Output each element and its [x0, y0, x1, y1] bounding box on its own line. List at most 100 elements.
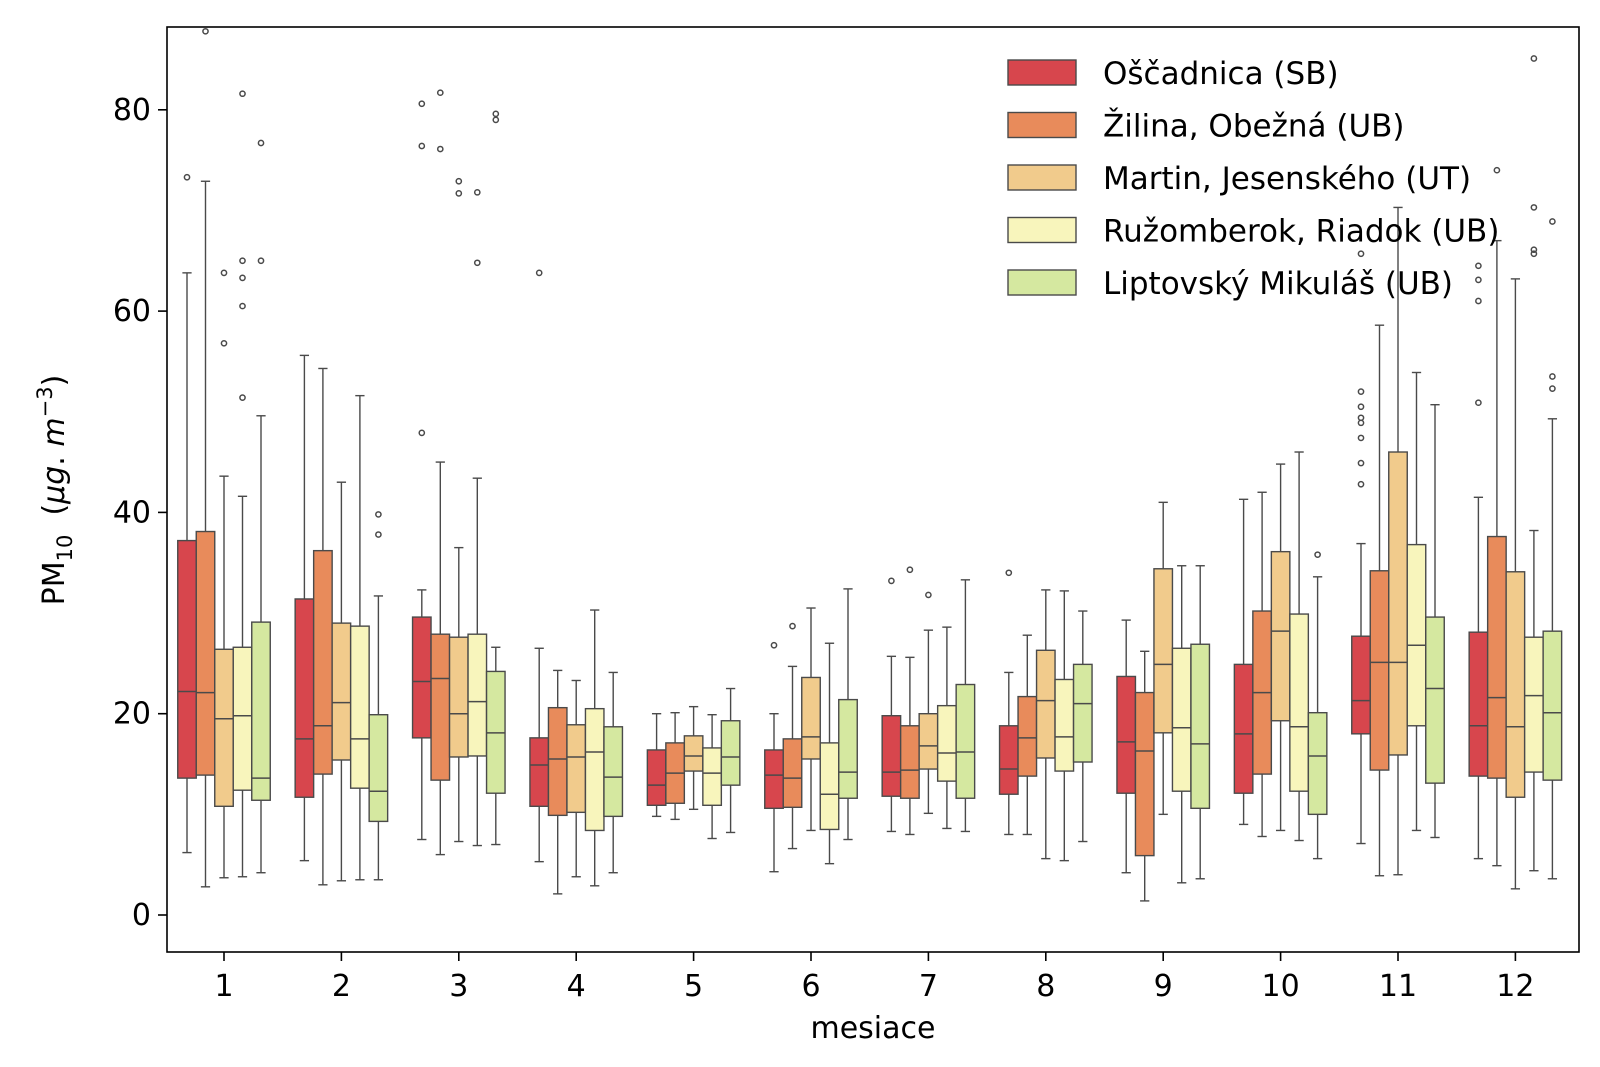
series-4-box-month-2 — [349, 394, 370, 881]
legend-label: Ružomberok, Riadok (UB) — [1103, 214, 1499, 250]
outlier-point — [239, 302, 246, 310]
outlier-point — [455, 189, 463, 197]
series-2-box-month-7 — [899, 566, 920, 836]
outlier-point — [1005, 569, 1013, 577]
outlier-point — [906, 566, 914, 574]
outlier-point — [239, 257, 246, 265]
outlier-point — [1530, 246, 1538, 254]
outlier-point — [492, 116, 500, 124]
outlier-point — [1493, 166, 1501, 174]
series-2-box-month-9 — [1134, 650, 1155, 902]
outlier-point — [455, 177, 463, 185]
series-5-box-month-11 — [1425, 404, 1445, 839]
iqr-box — [1035, 649, 1056, 759]
series-5-box-month-12 — [1542, 218, 1563, 880]
iqr-box — [1486, 535, 1507, 779]
series-1-box-month-4 — [529, 269, 550, 863]
iqr-box — [214, 648, 234, 807]
iqr-box — [430, 633, 451, 781]
iqr-box — [368, 714, 389, 823]
outlier-point — [1549, 373, 1556, 380]
outlier-point — [1549, 218, 1556, 225]
legend-label: Martin, Jesenského (UT) — [1103, 161, 1471, 197]
outlier-point — [1549, 385, 1556, 392]
iqr-box — [1406, 543, 1427, 727]
series-2-box-month-12 — [1486, 166, 1507, 867]
series-1-box-month-11 — [1351, 250, 1371, 845]
series-3-box-month-4 — [566, 679, 587, 878]
x-tick-label-7: 7 — [919, 969, 938, 1004]
outlier-point — [1314, 551, 1321, 559]
iqr-box — [1017, 695, 1038, 777]
outlier-point — [257, 257, 265, 265]
iqr-box — [1171, 647, 1192, 792]
series-2-box-month-4 — [547, 669, 568, 895]
iqr-box — [838, 698, 858, 799]
x-tick-label-5: 5 — [684, 969, 703, 1004]
outlier-point — [257, 139, 265, 147]
iqr-box — [955, 683, 976, 799]
series-1-box-month-5 — [646, 713, 667, 818]
series-5-box-month-2 — [368, 511, 389, 881]
x-axis-label: mesiace — [811, 1011, 936, 1046]
iqr-box — [1369, 570, 1390, 771]
iqr-box — [312, 549, 333, 775]
iqr-box — [467, 633, 488, 757]
iqr-box — [547, 706, 568, 817]
series-1-box-month-2 — [294, 354, 315, 862]
iqr-box — [918, 713, 939, 770]
y-axis-label-unit-close: ) — [37, 375, 72, 387]
outlier-point — [375, 531, 382, 538]
iqr-box — [1153, 568, 1174, 734]
y-axis-label-unit-open: ( — [37, 504, 72, 535]
x-tick-label-9: 9 — [1154, 969, 1173, 1004]
x-tick-label-12: 12 — [1496, 969, 1534, 1004]
iqr-box — [702, 747, 723, 806]
y-tick-label-80: 80 — [113, 93, 151, 128]
plot-area — [177, 27, 1563, 902]
iqr-box — [782, 738, 803, 809]
outlier-point — [770, 641, 778, 649]
series-4-box-month-12 — [1523, 55, 1544, 872]
series-3-box-month-8 — [1035, 589, 1056, 860]
series-2-box-month-6 — [782, 622, 803, 850]
series-2-box-month-3 — [430, 89, 451, 856]
y-tick-label-0: 0 — [132, 898, 151, 933]
plot-frame — [166, 26, 1580, 953]
series-3-box-month-3 — [448, 177, 469, 843]
y-tick-label-20: 20 — [113, 697, 151, 732]
series-2-box-month-8 — [1017, 634, 1038, 836]
legend-label: Oščadnica (SB) — [1103, 56, 1339, 92]
iqr-box — [1233, 663, 1254, 794]
x-tick-label-11: 11 — [1379, 969, 1417, 1004]
series-1-box-month-3 — [411, 100, 432, 841]
iqr-box — [411, 616, 432, 739]
legend-label: Liptovský Mikuláš (UB) — [1103, 266, 1453, 302]
iqr-box — [1351, 635, 1371, 735]
series-3-box-month-12 — [1505, 278, 1526, 890]
iqr-box — [1072, 663, 1093, 763]
iqr-box — [936, 704, 957, 782]
iqr-box — [1505, 571, 1526, 798]
series-4-box-month-11 — [1406, 371, 1427, 832]
y-axis-label-unit-m: m — [37, 417, 72, 446]
outlier-point — [239, 90, 246, 98]
series-4-box-month-3 — [467, 188, 488, 847]
iqr-box — [1054, 678, 1075, 772]
legend-swatch — [1007, 111, 1077, 139]
x-tick-label-4: 4 — [567, 969, 586, 1004]
series-2-box-month-10 — [1252, 491, 1273, 838]
series-4-box-month-10 — [1289, 451, 1310, 842]
legend-item-4: Ružomberok, Riadok (UB) — [1007, 214, 1499, 250]
legend-label: Žilina, Obežná (UB) — [1103, 109, 1405, 145]
series-5-box-month-10 — [1307, 551, 1328, 860]
iqr-box — [801, 676, 821, 760]
series-5-box-month-9 — [1190, 565, 1211, 880]
series-3-box-month-5 — [683, 705, 704, 811]
iqr-box — [1542, 630, 1563, 781]
series-2-box-month-1 — [195, 27, 216, 888]
outlier-point — [888, 577, 895, 585]
outlier-point — [436, 145, 444, 153]
y-axis-label-unit-exp: −3 — [33, 386, 57, 417]
y-tick-label-60: 60 — [113, 294, 151, 329]
